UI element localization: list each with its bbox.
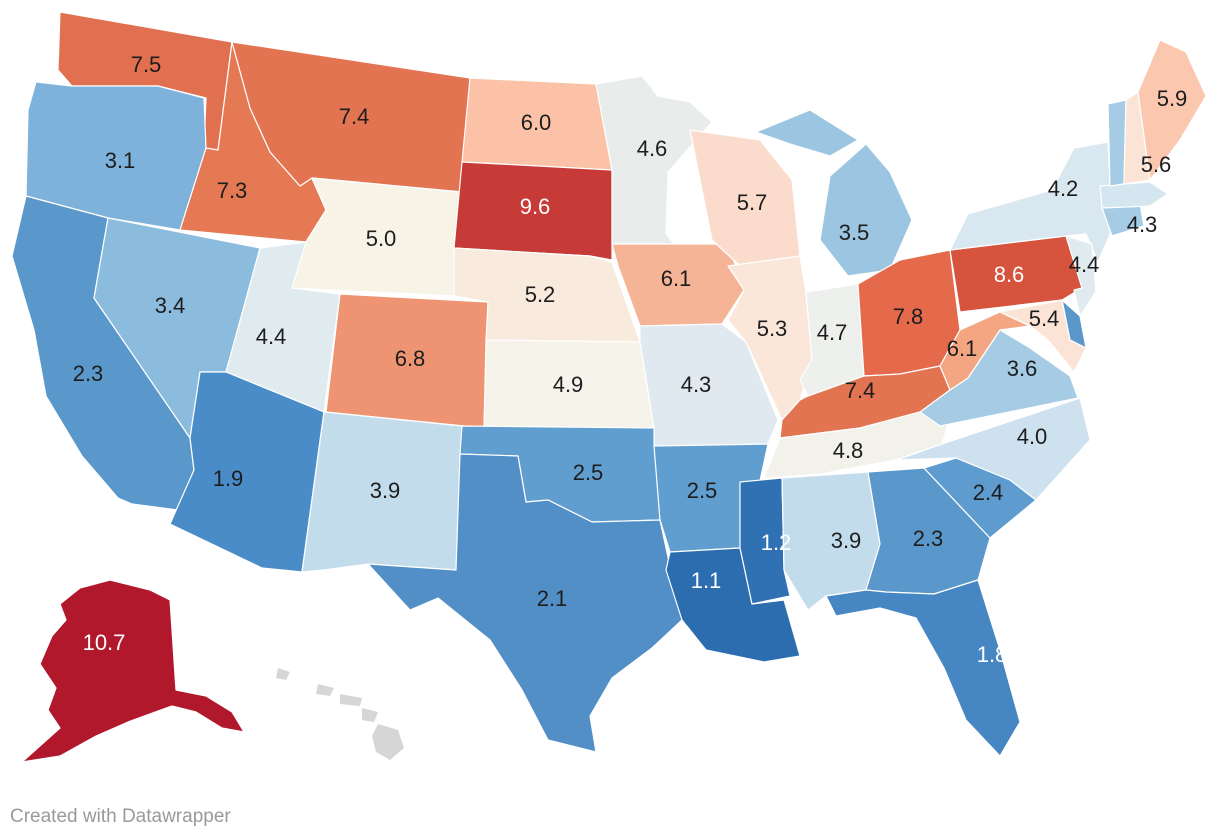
state-mi[interactable] (755, 109, 913, 277)
state-label-mt: 7.4 (339, 104, 370, 129)
state-label-ia: 6.1 (661, 266, 692, 291)
state-md[interactable] (999, 299, 1087, 373)
state-label-ca: 2.3 (73, 361, 104, 386)
state-hi[interactable] (276, 668, 404, 760)
state-label-ok: 2.5 (573, 460, 604, 485)
state-mn[interactable] (595, 75, 713, 245)
state-nc[interactable] (895, 397, 1091, 501)
state-label-nh: 5.6 (1141, 152, 1172, 177)
state-label-mo: 4.3 (681, 372, 712, 397)
state-label-wi: 5.7 (737, 190, 768, 215)
state-wv[interactable] (939, 311, 1031, 391)
state-ma[interactable] (1099, 181, 1169, 209)
state-label-co: 6.8 (395, 346, 426, 371)
state-label-ut: 4.4 (256, 324, 287, 349)
state-label-ga: 2.3 (913, 526, 944, 551)
state-label-il: 5.3 (757, 316, 788, 341)
state-label-al: 3.9 (831, 528, 862, 553)
state-me[interactable] (1137, 39, 1207, 181)
state-fl[interactable] (825, 579, 1021, 757)
state-shapes (11, 11, 1207, 763)
state-label-mi: 3.5 (839, 220, 870, 245)
state-label-ct: 4.3 (1127, 212, 1158, 237)
state-label-nm: 3.9 (370, 478, 401, 503)
state-label-az: 1.9 (213, 466, 244, 491)
state-sd[interactable] (453, 161, 613, 261)
state-label-nv: 3.4 (155, 293, 186, 318)
state-label-id: 7.3 (217, 178, 248, 203)
state-label-tn: 4.8 (833, 438, 864, 463)
state-label-fl: 1.8 (977, 642, 1008, 667)
state-label-or: 3.1 (105, 148, 136, 173)
state-tx[interactable] (367, 453, 683, 753)
state-label-ak: 10.7 (83, 630, 126, 655)
state-label-va: 3.6 (1007, 356, 1038, 381)
state-label-tx: 2.1 (537, 586, 568, 611)
state-ak[interactable] (21, 579, 245, 763)
us-choropleth-map: 7.5 3.1 2.3 7.3 3.4 7.4 5.0 4.4 1.9 6.8 3.9 6.0 9.6 5… (11, 11, 1207, 763)
datawrapper-credit[interactable]: Created with Datawrapper (10, 806, 231, 827)
state-label-ks: 4.9 (553, 372, 584, 397)
state-label-nd: 6.0 (521, 110, 552, 135)
state-label-ne: 5.2 (525, 282, 556, 307)
state-value-labels: 7.5 3.1 2.3 7.3 3.4 7.4 5.0 4.4 1.9 6.8 3.9 6.0 9.6 5… (73, 52, 1188, 667)
state-label-la: 1.1 (691, 568, 722, 593)
state-label-wv: 6.1 (947, 336, 978, 361)
state-label-md: 5.4 (1029, 306, 1060, 331)
state-label-in: 4.7 (817, 320, 848, 345)
state-label-pa: 8.6 (994, 262, 1025, 287)
state-label-sd: 9.6 (520, 194, 551, 219)
state-label-sc: 2.4 (973, 480, 1004, 505)
state-label-ky: 7.4 (845, 378, 876, 403)
state-label-ny: 4.2 (1048, 176, 1079, 201)
state-label-nj: 4.4 (1069, 252, 1100, 277)
state-label-oh: 7.8 (893, 304, 924, 329)
state-label-wa: 7.5 (131, 52, 162, 77)
state-label-mn: 4.6 (637, 136, 668, 161)
state-label-nc: 4.0 (1017, 424, 1048, 449)
state-ny[interactable] (949, 141, 1113, 263)
state-label-ar: 2.5 (687, 478, 718, 503)
state-label-me: 5.9 (1157, 86, 1188, 111)
state-label-ms: 1.2 (761, 530, 792, 555)
state-vt[interactable] (1107, 99, 1127, 187)
state-label-wy: 5.0 (366, 226, 397, 251)
